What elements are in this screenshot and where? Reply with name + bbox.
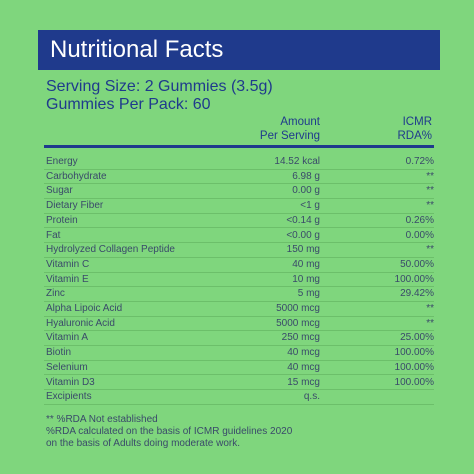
nutrient-name: Hydrolyzed Collagen Peptide: [46, 244, 175, 256]
rda: 100.00%: [394, 361, 434, 373]
nutrient-name: Vitamin D3: [46, 376, 95, 388]
amount: q.s.: [303, 391, 320, 403]
table-row: Sugar 0.00 g **: [44, 183, 434, 200]
nutrient-name: Dietary Fiber: [46, 200, 104, 212]
table-row: Excipients q.s.: [44, 389, 434, 405]
footnote: %RDA calculated on the basis of ICMR gui…: [46, 426, 293, 437]
rda: 25.00%: [400, 332, 434, 344]
rda: 0.00%: [405, 229, 434, 241]
amount: <0.00 g: [286, 229, 320, 241]
amount: 5000 mcg: [276, 317, 320, 329]
table-row: Carbohydrate 6.98 g **: [44, 169, 434, 185]
per-pack: Gummies Per Pack: 60: [46, 96, 211, 113]
amount: 0.00 g: [292, 185, 320, 197]
rda: **: [426, 303, 434, 314]
title: Nutritional Facts: [50, 36, 224, 63]
table-row: Energy 14.52 kcal 0.72%: [44, 154, 434, 170]
table-row: Hydrolyzed Collagen Peptide 150 mg **: [44, 242, 434, 258]
rda: 50.00%: [400, 258, 434, 270]
amount: 40 mg: [292, 258, 320, 270]
rda: 0.26%: [405, 214, 434, 226]
table-row: Hyaluronic Acid 5000 mcg **: [44, 316, 434, 332]
nutrient-name: Alpha Lipoic Acid: [46, 303, 123, 314]
amount: 5 mg: [297, 288, 320, 300]
table-row: Vitamin E 10 mg 100.00%: [44, 272, 434, 288]
rda: **: [426, 317, 434, 329]
header-rule: [44, 145, 434, 148]
title-bar: [38, 30, 440, 70]
nutrient-name: Excipients: [46, 391, 92, 403]
rda: 0.72%: [405, 156, 434, 167]
amount: 40 mcg: [287, 347, 320, 359]
amount: 5000 mcg: [276, 303, 320, 314]
column-header: Amount Per Serving: [259, 116, 320, 142]
serving-size: Serving Size: 2 Gummies (3.5g): [46, 78, 273, 95]
amount: 40 mcg: [287, 361, 320, 373]
amount: <1 g: [300, 200, 320, 212]
table-row: Vitamin C 40 mg 50.00%: [44, 257, 434, 273]
nutrient-name: Vitamin C: [46, 258, 90, 270]
rda: 100.00%: [394, 376, 434, 388]
amount: 150 mg: [286, 244, 320, 256]
amount: 14.52 kcal: [274, 156, 320, 167]
nutrient-name: Vitamin A: [46, 332, 89, 344]
rda: **: [426, 200, 434, 212]
nutrient-name: Carbohydrate: [46, 170, 107, 182]
nutrient-name: Selenium: [46, 361, 88, 373]
nutrient-name: Biotin: [46, 347, 72, 359]
amount: 6.98 g: [292, 170, 320, 182]
nutrient-name: Vitamin E: [46, 273, 89, 285]
amount: 250 mcg: [281, 332, 320, 344]
amount: <0.14 g: [286, 214, 320, 226]
rda: **: [426, 244, 434, 256]
table-row: Fat <0.00 g 0.00%: [44, 228, 434, 244]
table-row: Vitamin A 250 mcg 25.00%: [44, 330, 434, 347]
table-row: Dietary Fiber <1 g **: [44, 198, 434, 214]
table-row: Protein <0.14 g 0.26%: [44, 213, 434, 229]
amount: 15 mcg: [287, 376, 320, 388]
table-row: Selenium 40 mcg 100.00%: [44, 360, 434, 376]
table-row: Biotin 40 mcg 100.00%: [44, 345, 434, 361]
rda: 100.00%: [394, 273, 434, 285]
rda: 29.42%: [400, 288, 434, 300]
nutrient-name: Zinc: [46, 288, 65, 300]
table-row: Alpha Lipoic Acid 5000 mcg **: [44, 301, 434, 317]
table-row: Zinc 5 mg 29.42%: [44, 286, 434, 302]
nutrient-name: Energy: [46, 156, 78, 167]
rda: 100.00%: [394, 347, 434, 359]
rda: **: [426, 170, 434, 182]
table-row: Vitamin D3 15 mcg 100.00%: [44, 375, 434, 391]
nutrient-name: Protein: [46, 214, 78, 226]
amount: 10 mg: [292, 273, 320, 285]
nutrient-name: Hyaluronic Acid: [46, 317, 115, 329]
rda: **: [426, 185, 434, 197]
footnote: ** %RDA Not established: [46, 414, 158, 425]
nutrient-name: Fat: [46, 229, 61, 241]
footnote: on the basis of Adults doing moderate wo…: [46, 438, 241, 449]
nutrient-name: Sugar: [46, 185, 73, 197]
column-header: ICMR RDA%: [397, 116, 432, 142]
